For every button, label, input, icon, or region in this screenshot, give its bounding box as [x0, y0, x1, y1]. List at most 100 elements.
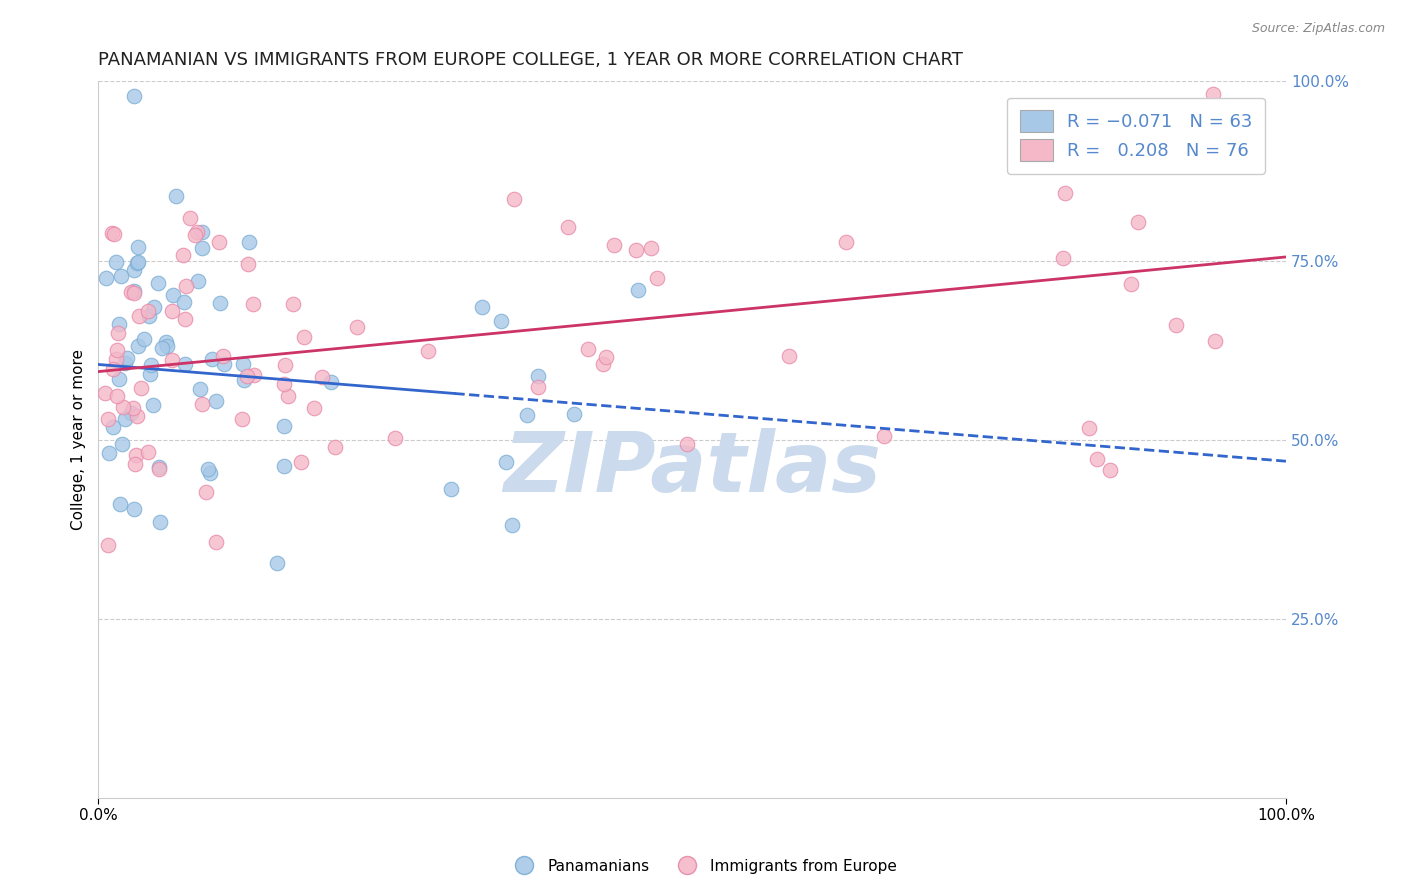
Point — [122, 502, 145, 516]
Point — [112, 400, 135, 414]
Point — [592, 357, 614, 371]
Point — [273, 419, 295, 434]
Point — [595, 351, 617, 365]
Point — [1085, 451, 1108, 466]
Point — [125, 448, 148, 462]
Point — [191, 397, 214, 411]
Point — [150, 341, 173, 355]
Point — [160, 304, 183, 318]
Point — [191, 242, 214, 256]
Y-axis label: College, 1 year or more: College, 1 year or more — [72, 349, 86, 530]
Point — [111, 437, 134, 451]
Point — [321, 375, 343, 389]
Point — [127, 240, 149, 254]
Point — [127, 255, 149, 269]
Point — [562, 407, 585, 421]
Point — [114, 412, 136, 426]
Point — [108, 317, 131, 331]
Point — [1052, 251, 1074, 265]
Point — [191, 225, 214, 239]
Point — [238, 257, 260, 271]
Point — [627, 283, 650, 297]
Point — [139, 358, 162, 372]
Point — [232, 373, 254, 387]
Point — [416, 344, 439, 359]
Point — [195, 485, 218, 500]
Point — [136, 445, 159, 459]
Point — [346, 320, 368, 334]
Point — [187, 274, 209, 288]
Point — [603, 238, 626, 252]
Point — [122, 401, 145, 415]
Point — [576, 343, 599, 357]
Point — [105, 389, 128, 403]
Point — [128, 309, 150, 323]
Point — [489, 314, 512, 328]
Point — [97, 445, 120, 459]
Point — [290, 455, 312, 469]
Point — [101, 226, 124, 240]
Legend: R = −0.071   N = 63, R =   0.208   N = 76: R = −0.071 N = 63, R = 0.208 N = 76 — [1008, 97, 1265, 174]
Point — [211, 349, 233, 363]
Point — [122, 284, 145, 298]
Point — [647, 271, 669, 285]
Point — [101, 361, 124, 376]
Point — [198, 467, 221, 481]
Point — [273, 458, 295, 473]
Point — [110, 269, 132, 284]
Point — [142, 300, 165, 314]
Point — [238, 235, 260, 250]
Point — [292, 330, 315, 344]
Point — [1054, 186, 1077, 200]
Point — [835, 235, 858, 249]
Point — [323, 440, 346, 454]
Point — [110, 497, 132, 511]
Point — [131, 381, 153, 395]
Point — [176, 279, 198, 293]
Point — [160, 352, 183, 367]
Point — [281, 297, 304, 311]
Point — [114, 356, 136, 370]
Point — [495, 455, 517, 469]
Point — [231, 411, 253, 425]
Point — [204, 394, 226, 409]
Point — [101, 419, 124, 434]
Point — [311, 370, 333, 384]
Point — [104, 351, 127, 366]
Point — [277, 389, 299, 403]
Point — [115, 351, 138, 366]
Point — [1119, 277, 1142, 292]
Point — [103, 227, 125, 241]
Point — [624, 243, 647, 257]
Point — [134, 332, 156, 346]
Point — [97, 538, 120, 552]
Point — [274, 358, 297, 372]
Point — [236, 368, 259, 383]
Point — [204, 535, 226, 549]
Point — [136, 303, 159, 318]
Point — [173, 295, 195, 310]
Point — [162, 287, 184, 301]
Point — [165, 189, 187, 203]
Point — [1128, 215, 1150, 229]
Point — [122, 286, 145, 301]
Point — [502, 192, 524, 206]
Point — [94, 385, 117, 400]
Point — [139, 367, 162, 381]
Text: Source: ZipAtlas.com: Source: ZipAtlas.com — [1251, 22, 1385, 36]
Point — [184, 227, 207, 242]
Point — [1166, 318, 1188, 333]
Point — [172, 248, 194, 262]
Point — [107, 372, 129, 386]
Point — [125, 409, 148, 424]
Point — [197, 462, 219, 476]
Point — [501, 518, 523, 533]
Point — [155, 334, 177, 349]
Point — [1077, 421, 1099, 435]
Point — [120, 407, 142, 421]
Text: ZIPatlas: ZIPatlas — [503, 428, 882, 508]
Point — [384, 431, 406, 445]
Point — [148, 460, 170, 475]
Point — [107, 326, 129, 341]
Point — [142, 398, 165, 412]
